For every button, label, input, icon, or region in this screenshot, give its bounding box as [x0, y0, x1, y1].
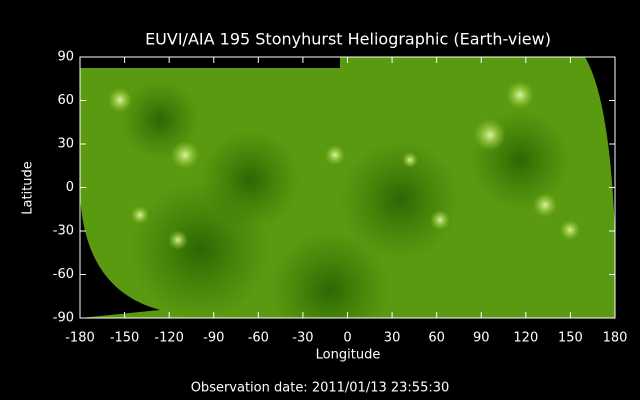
texture-bright: [131, 206, 149, 224]
texture-dark: [270, 230, 390, 318]
x-tick-label: -120: [154, 331, 184, 346]
x-tick-label: -180: [65, 331, 95, 346]
x-tick-label: 0: [343, 331, 351, 346]
texture-bright: [168, 230, 188, 250]
y-tick-label: -30: [53, 224, 74, 239]
y-tick-label: -60: [53, 267, 74, 282]
plot-area: [80, 57, 615, 318]
x-tick-label: 60: [428, 331, 445, 346]
data-gap: [585, 57, 615, 235]
texture-dark: [340, 140, 460, 260]
texture-bright: [325, 145, 345, 165]
texture-bright: [474, 119, 506, 151]
texture-bright: [402, 152, 418, 168]
y-tick-label: 30: [57, 137, 74, 152]
texture-bright: [430, 210, 450, 230]
x-tick-label: -150: [110, 331, 140, 346]
y-tick-label: -90: [53, 311, 74, 326]
data-gap: [80, 195, 160, 318]
x-tick-label: -30: [292, 331, 313, 346]
x-tick-label: 150: [558, 331, 583, 346]
x-tick-label: 30: [384, 331, 401, 346]
texture-bright: [171, 141, 199, 169]
texture-dark: [120, 80, 200, 160]
y-tick-label: 0: [66, 180, 74, 195]
x-tick-label: -60: [248, 331, 269, 346]
data-gap: [80, 57, 340, 68]
y-tick-label: 90: [57, 50, 74, 65]
texture-bright: [506, 81, 534, 109]
x-axis-label: Longitude: [316, 348, 381, 363]
texture-bright: [560, 220, 580, 240]
y-tick-label: 60: [57, 93, 74, 108]
x-tick-label: 180: [603, 331, 628, 346]
chart-title: EUVI/AIA 195 Stonyhurst Heliographic (Ea…: [145, 30, 551, 49]
footer: Observation date: 2011/01/13 23:55:30: [191, 381, 450, 396]
y-axis-label: Latitude: [21, 161, 36, 215]
x-tick-label: 120: [513, 331, 538, 346]
texture-bright: [108, 88, 132, 112]
texture-dark: [200, 130, 300, 230]
texture-bright: [533, 193, 557, 217]
x-tick-label: -90: [203, 331, 224, 346]
x-tick-label: 90: [473, 331, 490, 346]
